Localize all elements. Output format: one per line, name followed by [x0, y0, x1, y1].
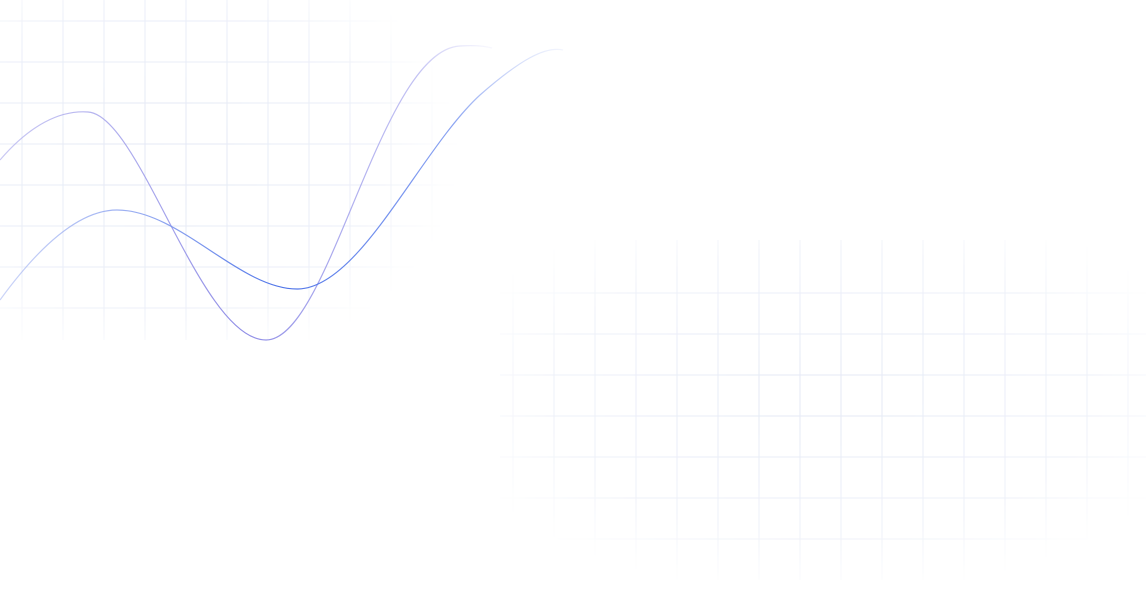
wave-curve [0, 48, 564, 301]
wave-curve [0, 45, 493, 341]
grid-bottom-right [500, 240, 1146, 580]
grid-top-left [0, 0, 460, 340]
